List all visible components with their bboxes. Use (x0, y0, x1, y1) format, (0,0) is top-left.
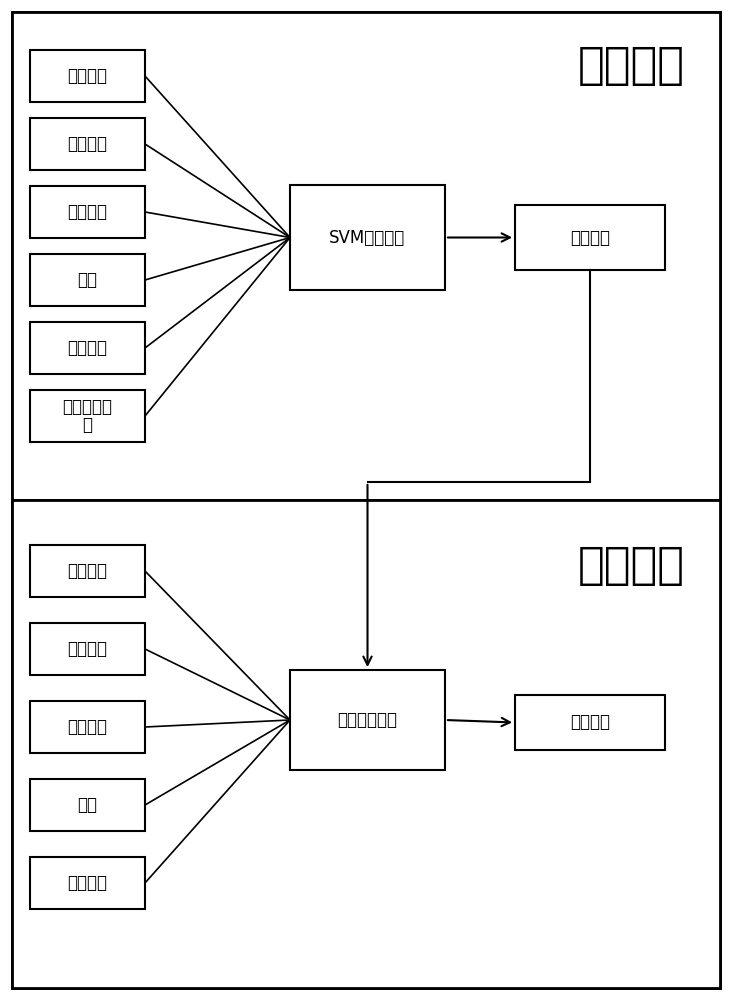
Text: 地形地貌: 地形地貌 (67, 203, 108, 221)
Text: 植被指数: 植被指数 (67, 135, 108, 153)
Text: 点: 点 (83, 416, 92, 434)
Text: 人为因子: 人为因子 (67, 339, 108, 357)
Text: 火点二次甬别: 火点二次甬别 (337, 711, 397, 729)
Bar (30, 50, 145, 102)
Text: 输出结果: 输出结果 (570, 714, 610, 732)
Bar (290, 185, 445, 290)
Bar (30, 254, 145, 306)
Bar (30, 857, 145, 909)
Bar (12, 500, 720, 988)
Text: 时间: 时间 (78, 796, 97, 814)
Text: 是否是真火: 是否是真火 (62, 398, 113, 416)
Text: 模型建立: 模型建立 (570, 229, 610, 246)
Text: 火点甬别: 火点甬别 (578, 544, 685, 586)
Bar (30, 390, 145, 442)
Text: SVM模型训练: SVM模型训练 (329, 229, 406, 246)
Bar (515, 695, 665, 750)
Bar (290, 670, 445, 770)
Text: 地形地貌: 地形地貌 (67, 718, 108, 736)
Text: 人为因子: 人为因子 (67, 874, 108, 892)
Text: 气象因子: 气象因子 (67, 562, 108, 580)
Bar (30, 779, 145, 831)
Bar (12, 12, 720, 500)
Bar (30, 545, 145, 597)
Text: 时间: 时间 (78, 271, 97, 289)
Bar (30, 701, 145, 753)
Bar (30, 118, 145, 170)
Text: 模型训练: 模型训练 (578, 43, 685, 87)
Bar (30, 322, 145, 374)
Bar (30, 186, 145, 238)
Text: 气象因子: 气象因子 (67, 67, 108, 85)
Text: 植被指数: 植被指数 (67, 640, 108, 658)
Bar (515, 205, 665, 270)
Bar (30, 623, 145, 675)
